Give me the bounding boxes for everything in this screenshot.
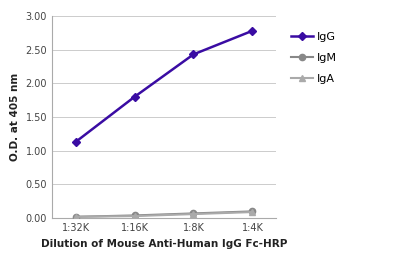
IgG <box>132 95 137 98</box>
Line: IgA: IgA <box>72 209 256 220</box>
IgG <box>250 29 255 32</box>
IgG <box>73 140 78 144</box>
IgA <box>73 215 78 218</box>
IgM <box>73 215 78 218</box>
Y-axis label: O.D. at 405 nm: O.D. at 405 nm <box>10 73 20 161</box>
IgA <box>132 214 137 218</box>
IgG <box>191 53 196 56</box>
IgM <box>132 214 137 217</box>
IgA <box>191 213 196 216</box>
Line: IgM: IgM <box>72 208 256 220</box>
Line: IgG: IgG <box>72 28 256 145</box>
Legend: IgG, IgM, IgA: IgG, IgM, IgA <box>290 32 337 84</box>
X-axis label: Dilution of Mouse Anti-Human IgG Fc-HRP: Dilution of Mouse Anti-Human IgG Fc-HRP <box>41 239 287 248</box>
IgM <box>250 210 255 213</box>
IgM <box>191 212 196 215</box>
IgA <box>250 210 255 214</box>
